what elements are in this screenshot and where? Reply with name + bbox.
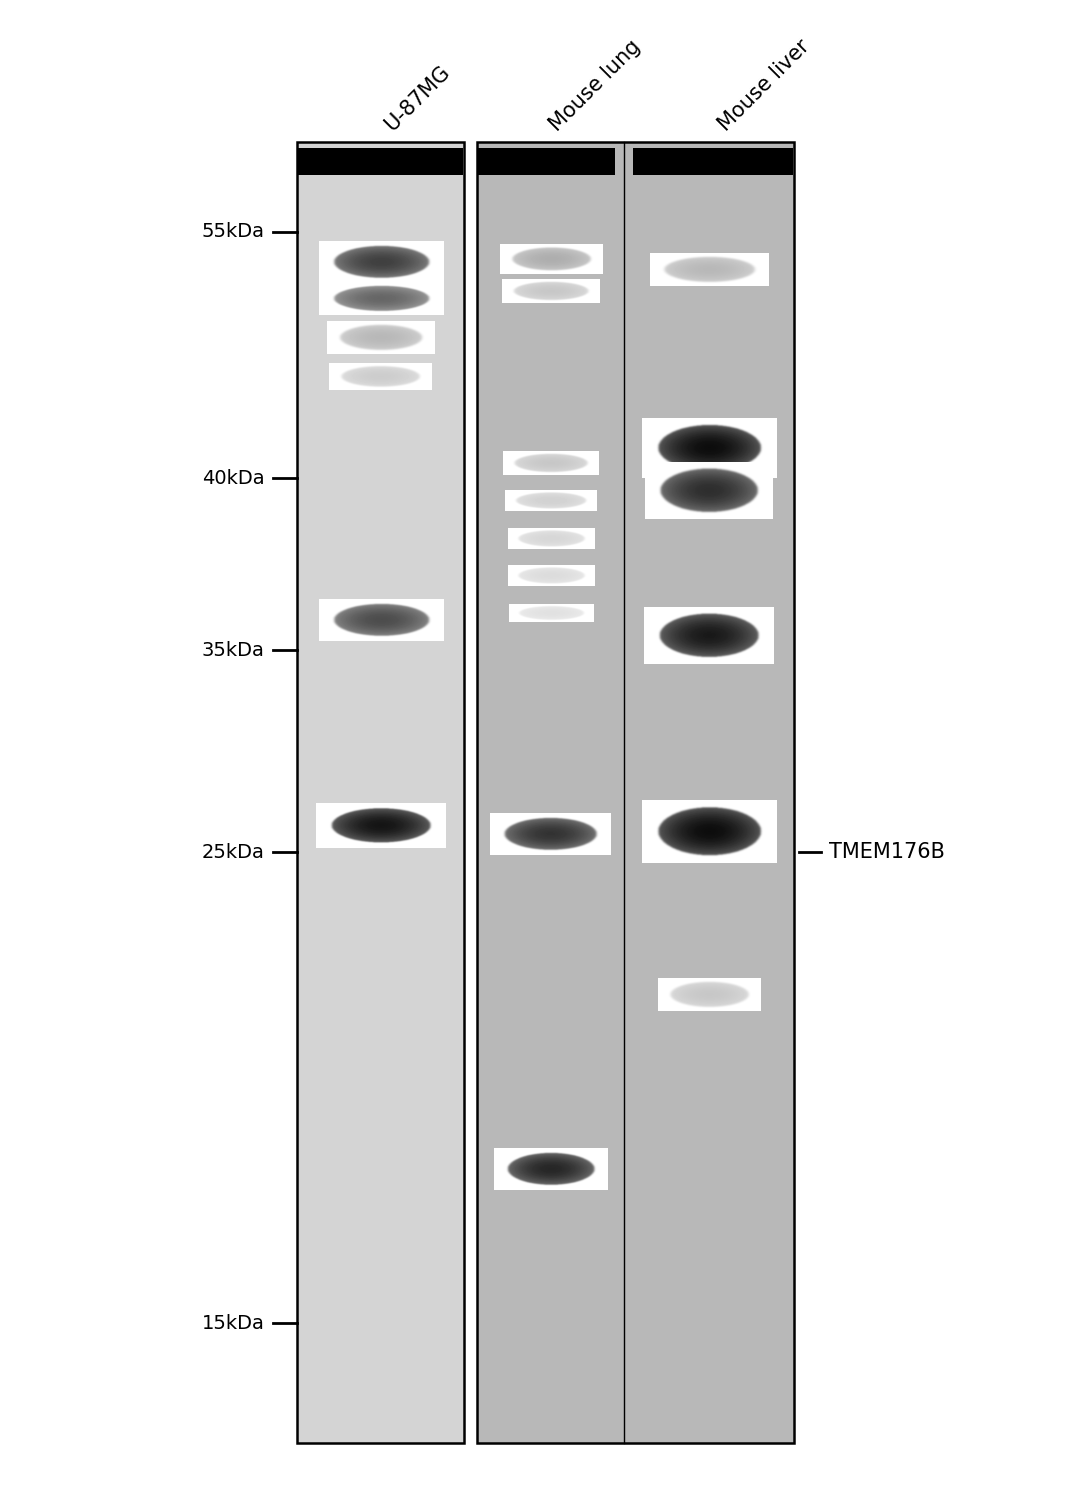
- Text: 40kDa: 40kDa: [202, 469, 265, 487]
- Bar: [297, 142, 464, 1443]
- Text: 35kDa: 35kDa: [202, 641, 265, 659]
- Text: TMEM176B: TMEM176B: [829, 842, 945, 863]
- Text: U-87MG: U-87MG: [381, 61, 454, 135]
- Bar: [478, 148, 615, 175]
- Bar: [633, 148, 793, 175]
- Bar: [477, 142, 794, 1443]
- Text: 15kDa: 15kDa: [202, 1314, 265, 1332]
- Text: Mouse liver: Mouse liver: [715, 36, 813, 135]
- Text: Mouse lung: Mouse lung: [545, 36, 644, 135]
- Text: 55kDa: 55kDa: [202, 223, 265, 241]
- Bar: [298, 148, 463, 175]
- Text: 25kDa: 25kDa: [202, 843, 265, 861]
